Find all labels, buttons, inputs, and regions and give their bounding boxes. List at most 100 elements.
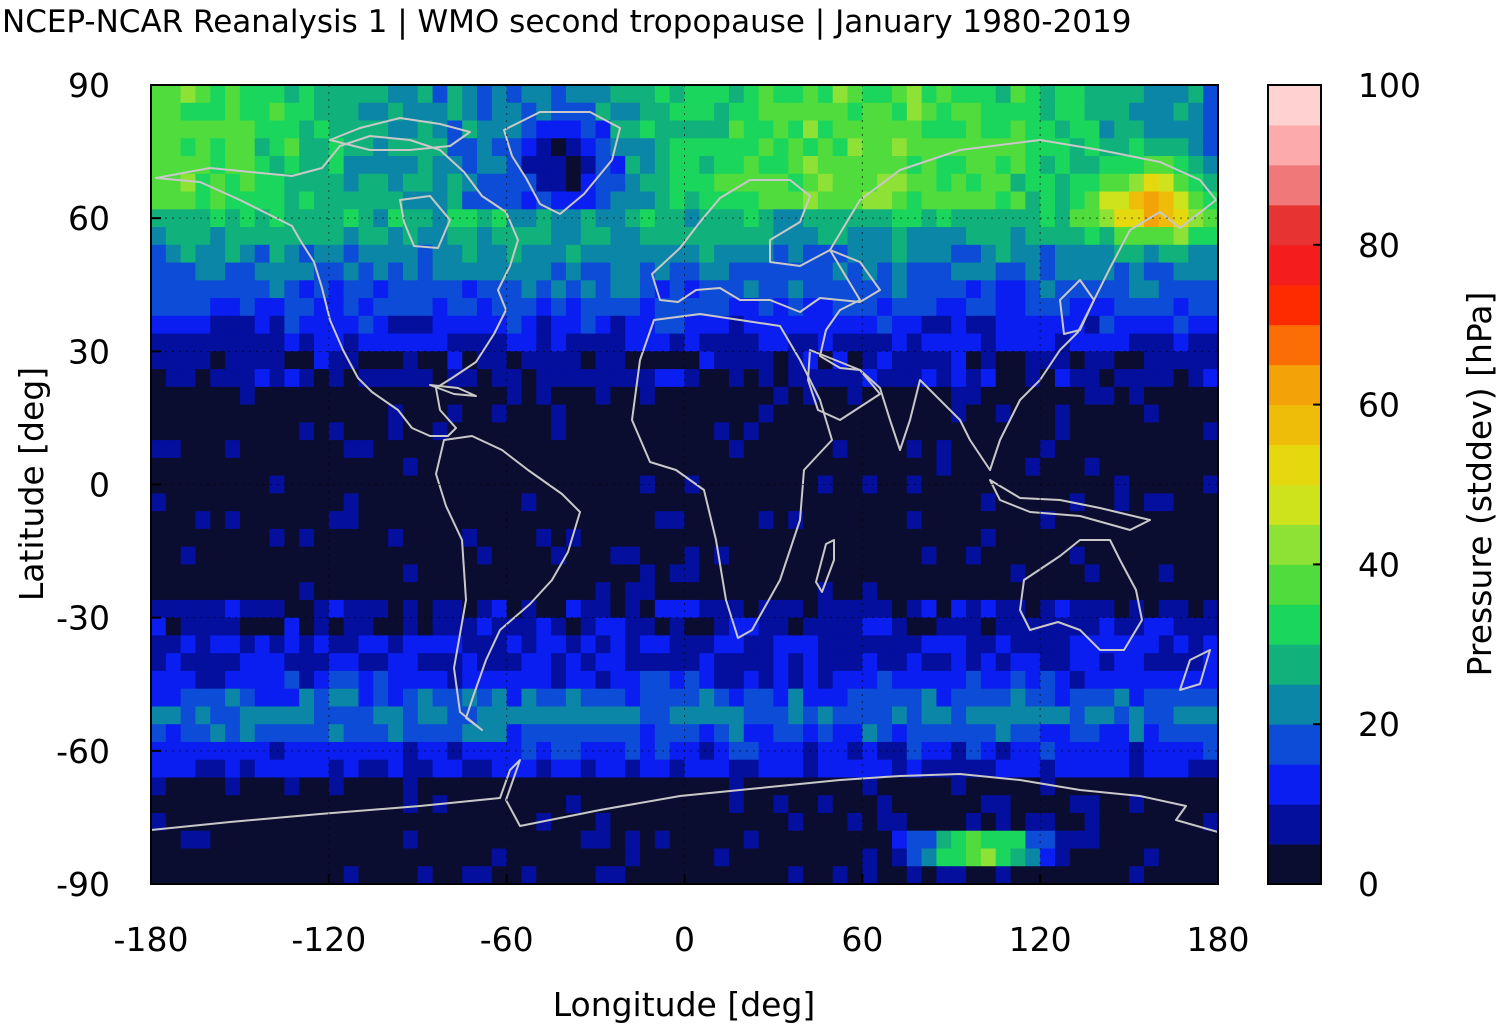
heatmap-cell xyxy=(432,759,448,779)
heatmap-cell xyxy=(610,475,626,494)
heatmap-cell xyxy=(669,546,686,565)
heatmap-cell xyxy=(817,156,834,175)
heatmap-cell xyxy=(1025,617,1041,637)
heatmap-cell xyxy=(314,528,330,548)
heatmap-cell xyxy=(477,741,493,761)
heatmap-cell xyxy=(373,351,389,370)
heatmap-cell xyxy=(669,493,686,512)
heatmap-cell xyxy=(699,173,715,193)
heatmap-cell xyxy=(521,528,537,548)
heatmap-cell xyxy=(862,315,878,335)
heatmap-cell xyxy=(565,386,582,406)
heatmap-cell xyxy=(877,848,893,867)
heatmap-cell xyxy=(447,866,463,884)
heatmap-cell xyxy=(358,546,374,565)
heatmap-cell xyxy=(980,102,997,122)
heatmap-cell xyxy=(565,298,582,317)
heatmap-cell xyxy=(1114,475,1130,494)
heatmap-cell xyxy=(565,280,582,299)
heatmap-cell xyxy=(891,635,908,654)
heatmap-cell xyxy=(625,582,641,601)
heatmap-cell xyxy=(1084,85,1101,104)
heatmap-cell xyxy=(743,422,760,441)
heatmap-cell xyxy=(714,440,730,459)
heatmap-cell xyxy=(328,315,345,335)
heatmap-cell xyxy=(462,670,478,690)
heatmap-cell xyxy=(862,511,878,530)
heatmap-cell xyxy=(1069,759,1086,779)
heatmap-cell xyxy=(417,759,434,779)
heatmap-cell xyxy=(788,564,804,583)
heatmap-cell xyxy=(1054,653,1071,672)
heatmap-cell xyxy=(1188,475,1204,494)
heatmap-cell xyxy=(758,848,775,867)
heatmap-cell xyxy=(462,457,478,477)
heatmap-cell xyxy=(254,475,271,494)
heatmap-cell xyxy=(1188,315,1204,335)
heatmap-cell xyxy=(447,457,463,477)
heatmap-cell xyxy=(462,102,478,122)
heatmap-cell xyxy=(788,102,804,122)
heatmap-cell xyxy=(239,866,256,884)
heatmap-cell xyxy=(1129,653,1145,672)
heatmap-cell xyxy=(151,812,167,832)
heatmap-cell xyxy=(1099,759,1115,779)
heatmap-cell xyxy=(1054,333,1071,352)
heatmap-cell xyxy=(625,866,641,884)
heatmap-cell xyxy=(803,599,819,619)
heatmap-cell xyxy=(1069,653,1086,672)
heatmap-cell xyxy=(165,102,182,122)
heatmap-cell xyxy=(1040,635,1056,654)
heatmap-cell xyxy=(521,493,537,512)
heatmap-cell xyxy=(521,351,537,370)
heatmap-cell xyxy=(1173,724,1189,743)
heatmap-cell xyxy=(565,404,582,423)
heatmap-cell xyxy=(832,262,849,281)
heatmap-cell xyxy=(817,457,834,477)
heatmap-cell xyxy=(551,546,567,565)
heatmap-cell xyxy=(832,866,849,884)
heatmap-cell xyxy=(1143,333,1160,352)
heatmap-cell xyxy=(269,706,285,725)
heatmap-cell xyxy=(654,85,671,104)
heatmap-cell xyxy=(1143,120,1160,139)
heatmap-cell xyxy=(343,333,360,352)
heatmap-cell xyxy=(995,102,1012,122)
heatmap-cell xyxy=(758,528,775,548)
heatmap-cell xyxy=(1040,582,1056,601)
heatmap-cell xyxy=(1084,422,1101,441)
heatmap-cell xyxy=(699,635,715,654)
heatmap-cell xyxy=(980,653,997,672)
heatmap-cell xyxy=(625,102,641,122)
heatmap-cell xyxy=(1099,369,1115,388)
heatmap-cell xyxy=(1114,315,1130,335)
heatmap-cell xyxy=(966,493,982,512)
heatmap-cell xyxy=(239,706,256,725)
heatmap-cell xyxy=(521,298,537,317)
heatmap-cell xyxy=(1114,653,1130,672)
heatmap-cell xyxy=(610,457,626,477)
heatmap-cell xyxy=(1203,262,1218,281)
colorbar-swatch xyxy=(1268,244,1321,286)
heatmap-cell xyxy=(699,386,715,406)
heatmap-cell xyxy=(358,280,374,299)
heatmap-cell xyxy=(1129,830,1145,850)
heatmap-cell xyxy=(773,493,789,512)
heatmap-cell xyxy=(1114,457,1130,477)
heatmap-cell xyxy=(506,866,523,884)
heatmap-cell xyxy=(254,866,271,884)
heatmap-cell xyxy=(714,866,730,884)
heatmap-cell xyxy=(595,156,612,175)
heatmap-cell xyxy=(728,741,745,761)
heatmap-cell xyxy=(743,759,760,779)
heatmap-cell xyxy=(1069,777,1086,796)
heatmap-cell xyxy=(906,653,923,672)
heatmap-cell xyxy=(1025,493,1041,512)
heatmap-cell xyxy=(254,564,271,583)
heatmap-cell xyxy=(521,280,537,299)
heatmap-cell xyxy=(447,138,463,157)
heatmap-cell xyxy=(877,138,893,157)
heatmap-cell xyxy=(669,653,686,672)
heatmap-cell xyxy=(758,298,775,317)
heatmap-cell xyxy=(995,848,1012,867)
